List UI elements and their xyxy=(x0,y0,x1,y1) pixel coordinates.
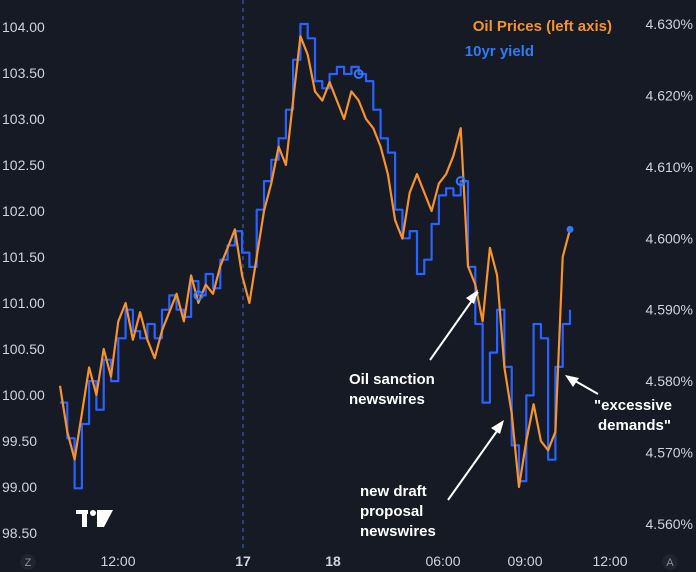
time-tick-label: 12:00 xyxy=(100,553,135,569)
left-tick-label: 103.00 xyxy=(2,111,45,127)
annotation-draft-proposal: new draft proposal newswires xyxy=(360,420,504,540)
series-layer xyxy=(58,22,572,490)
logo-stem xyxy=(82,510,87,527)
right-axis: 4.560% 4.570% 4.580% 4.590% 4.600% 4.610% 4.62… xyxy=(646,16,693,532)
left-tick-label: 104.00 xyxy=(2,19,45,35)
annotation-oil-sanction: Oil sanction newswires xyxy=(349,290,479,408)
legend-oil: Oil Prices (left axis) xyxy=(473,18,612,35)
left-tick-label: 102.00 xyxy=(2,203,45,219)
right-tick-label: 4.580% xyxy=(646,373,693,389)
event-marker xyxy=(353,69,364,79)
last-value-dot xyxy=(566,225,574,233)
annotation-line: newswires xyxy=(360,523,436,540)
left-tick-label: 100.00 xyxy=(2,387,45,403)
auto-scale-button[interactable]: A xyxy=(662,554,678,570)
left-tick-label: 101.50 xyxy=(2,249,45,265)
event-marker xyxy=(455,176,466,187)
left-tick-label: 103.50 xyxy=(2,65,45,81)
left-tick-label: 102.50 xyxy=(2,157,45,173)
right-tick-label: 4.590% xyxy=(646,302,693,318)
annotation-line: "excessive xyxy=(594,397,672,414)
time-tick-label: 17 xyxy=(235,553,251,569)
time-tick-label: 09:00 xyxy=(507,553,542,569)
annotation-line: Oil sanction xyxy=(349,371,435,388)
right-tick-label: 4.610% xyxy=(646,159,693,175)
arrow-head xyxy=(491,420,504,434)
logo-dot xyxy=(90,510,96,516)
time-tick-label: 06:00 xyxy=(425,553,460,569)
annotation-line: demands" xyxy=(598,417,671,434)
left-tick-label: 101.00 xyxy=(2,295,45,311)
right-tick-label: 4.600% xyxy=(646,230,693,246)
arrow-shaft xyxy=(429,291,479,361)
auto-scale-button-bg xyxy=(662,554,678,570)
time-axis: 12:00 17 18 06:00 09:00 12:00 xyxy=(100,553,627,569)
annotation-line: new draft xyxy=(360,483,427,500)
time-tick-label: 12:00 xyxy=(592,553,627,569)
yield-line xyxy=(60,22,572,490)
left-axis-button-bg xyxy=(20,554,36,570)
left-tick-label: 98.50 xyxy=(2,525,37,541)
left-axis-button-label: Z xyxy=(25,557,32,569)
arrow-shaft xyxy=(447,423,503,501)
left-tick-label: 99.50 xyxy=(2,433,37,449)
time-tick-label: 18 xyxy=(325,553,341,569)
tradingview-logo xyxy=(76,510,113,527)
left-tick-label: 100.50 xyxy=(2,341,45,357)
arrow-head xyxy=(466,290,478,304)
annotation-excessive-demands: "excessive demands" xyxy=(565,375,672,434)
oil-price-line xyxy=(58,35,572,489)
right-tick-label: 4.620% xyxy=(646,87,693,103)
marker-layer xyxy=(193,69,574,301)
legend-yield: 10yr yield xyxy=(465,43,534,60)
right-tick-label: 4.630% xyxy=(646,16,693,32)
arrow-head xyxy=(565,375,579,387)
left-axis: 104.00 103.50 103.00 102.50 102.00 101.50 101.… xyxy=(2,19,45,541)
right-tick-label: 4.570% xyxy=(646,445,693,461)
auto-scale-button-label: A xyxy=(666,557,674,569)
left-axis-button[interactable]: Z xyxy=(20,554,36,570)
right-tick-label: 4.560% xyxy=(646,516,693,532)
logo-v xyxy=(97,510,113,527)
annotation-line: newswires xyxy=(349,391,425,408)
event-marker xyxy=(193,290,204,301)
annotation-line: proposal xyxy=(360,503,423,520)
left-tick-label: 99.00 xyxy=(2,479,37,495)
